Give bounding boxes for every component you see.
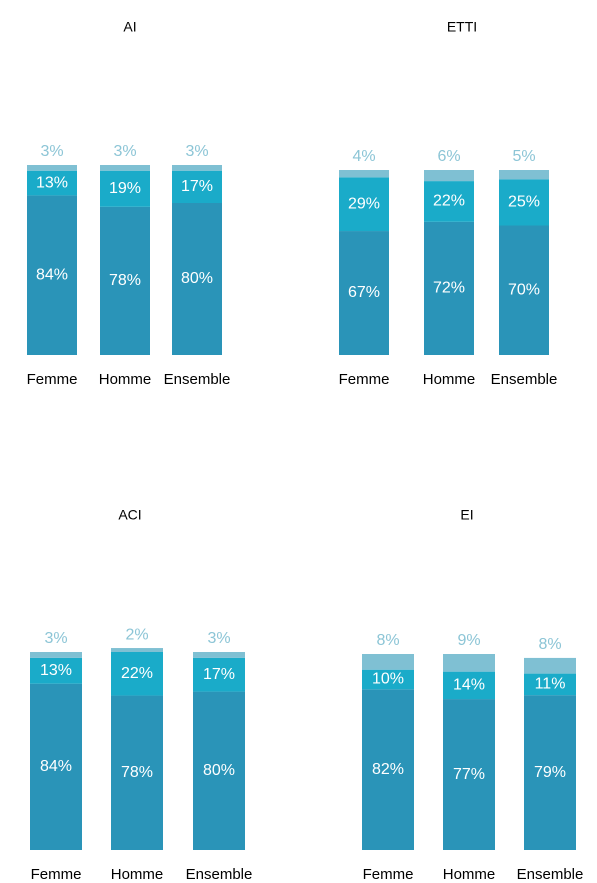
x-tick-label: Femme	[31, 866, 82, 883]
bar-segment	[524, 673, 576, 696]
bar-segment	[362, 689, 414, 850]
bar-segment	[524, 657, 576, 674]
x-tick-label: Ensemble	[186, 866, 253, 883]
value-label: 9%	[457, 632, 480, 649]
value-label: 13%	[36, 174, 68, 191]
bar-segment	[100, 170, 150, 207]
bar-segment	[424, 170, 474, 182]
bar-segment	[30, 652, 82, 658]
bar-segment	[111, 652, 163, 696]
value-label: 5%	[512, 148, 535, 165]
bar-segment	[111, 695, 163, 850]
value-label: 8%	[538, 636, 561, 653]
x-tick-label: Femme	[27, 371, 78, 388]
bar-segment	[443, 654, 495, 672]
value-label: 17%	[181, 178, 213, 195]
value-label: 84%	[36, 266, 68, 283]
bar-segment	[193, 652, 245, 658]
bar-segment	[362, 669, 414, 690]
x-tick-label: Homme	[99, 371, 152, 388]
bar-segment	[172, 170, 222, 203]
bar-segment	[499, 179, 549, 226]
value-label: 14%	[453, 677, 485, 694]
chart-title: AI	[123, 19, 136, 35]
bar-segment	[30, 657, 82, 684]
x-tick-label: Femme	[339, 371, 390, 388]
value-label: 3%	[44, 630, 67, 647]
value-label: 78%	[109, 272, 141, 289]
bar-segment	[443, 699, 495, 850]
chart-title: EI	[460, 507, 473, 523]
value-label: 22%	[121, 665, 153, 682]
value-label: 77%	[453, 766, 485, 783]
bar-segment	[100, 206, 150, 355]
bar-segment	[339, 170, 389, 178]
value-label: 3%	[113, 143, 136, 160]
value-label: 17%	[203, 666, 235, 683]
bar-segment	[424, 221, 474, 355]
bar-segment	[100, 165, 150, 171]
value-label: 80%	[203, 762, 235, 779]
bar-segment	[172, 165, 222, 171]
value-label: 8%	[376, 632, 399, 649]
value-label: 19%	[109, 180, 141, 197]
bar-segment	[339, 231, 389, 355]
value-label: 3%	[185, 143, 208, 160]
x-tick-label: Ensemble	[517, 866, 584, 883]
bar-segment	[499, 170, 549, 180]
bar-segment	[111, 648, 163, 652]
value-label: 79%	[534, 764, 566, 781]
value-label: 70%	[508, 281, 540, 298]
x-tick-label: Homme	[443, 866, 496, 883]
bar-segment	[193, 657, 245, 692]
value-label: 29%	[348, 195, 380, 212]
value-label: 22%	[433, 193, 465, 210]
x-tick-label: Ensemble	[164, 371, 231, 388]
bar-segment	[424, 181, 474, 222]
bar-segment	[362, 654, 414, 670]
value-label: 4%	[352, 148, 375, 165]
value-label: 6%	[437, 148, 460, 165]
bar-segment	[193, 691, 245, 850]
value-label: 80%	[181, 270, 213, 287]
bar-segment	[443, 671, 495, 700]
bar-segment	[27, 170, 77, 196]
x-tick-label: Homme	[423, 371, 476, 388]
value-label: 82%	[372, 761, 404, 778]
value-label: 72%	[433, 280, 465, 297]
chart-title: ETTI	[447, 19, 477, 35]
value-label: 11%	[535, 676, 566, 693]
bar-segment	[524, 695, 576, 850]
value-label: 13%	[40, 662, 72, 679]
value-label: 2%	[125, 626, 148, 643]
bar-segment	[27, 165, 77, 171]
bar-segment	[339, 177, 389, 232]
x-tick-label: Femme	[363, 866, 414, 883]
bar-segment	[499, 225, 549, 355]
chart-title: ACI	[118, 507, 141, 523]
value-label: 10%	[372, 671, 404, 688]
value-label: 78%	[121, 764, 153, 781]
x-tick-label: Homme	[111, 866, 164, 883]
bar-segment	[27, 195, 77, 355]
value-label: 3%	[207, 630, 230, 647]
value-label: 25%	[508, 194, 540, 211]
value-label: 67%	[348, 284, 380, 301]
bar-segment	[30, 683, 82, 850]
bar-segment	[172, 203, 222, 355]
value-label: 84%	[40, 758, 72, 775]
value-label: 3%	[40, 143, 63, 160]
x-tick-label: Ensemble	[491, 371, 558, 388]
